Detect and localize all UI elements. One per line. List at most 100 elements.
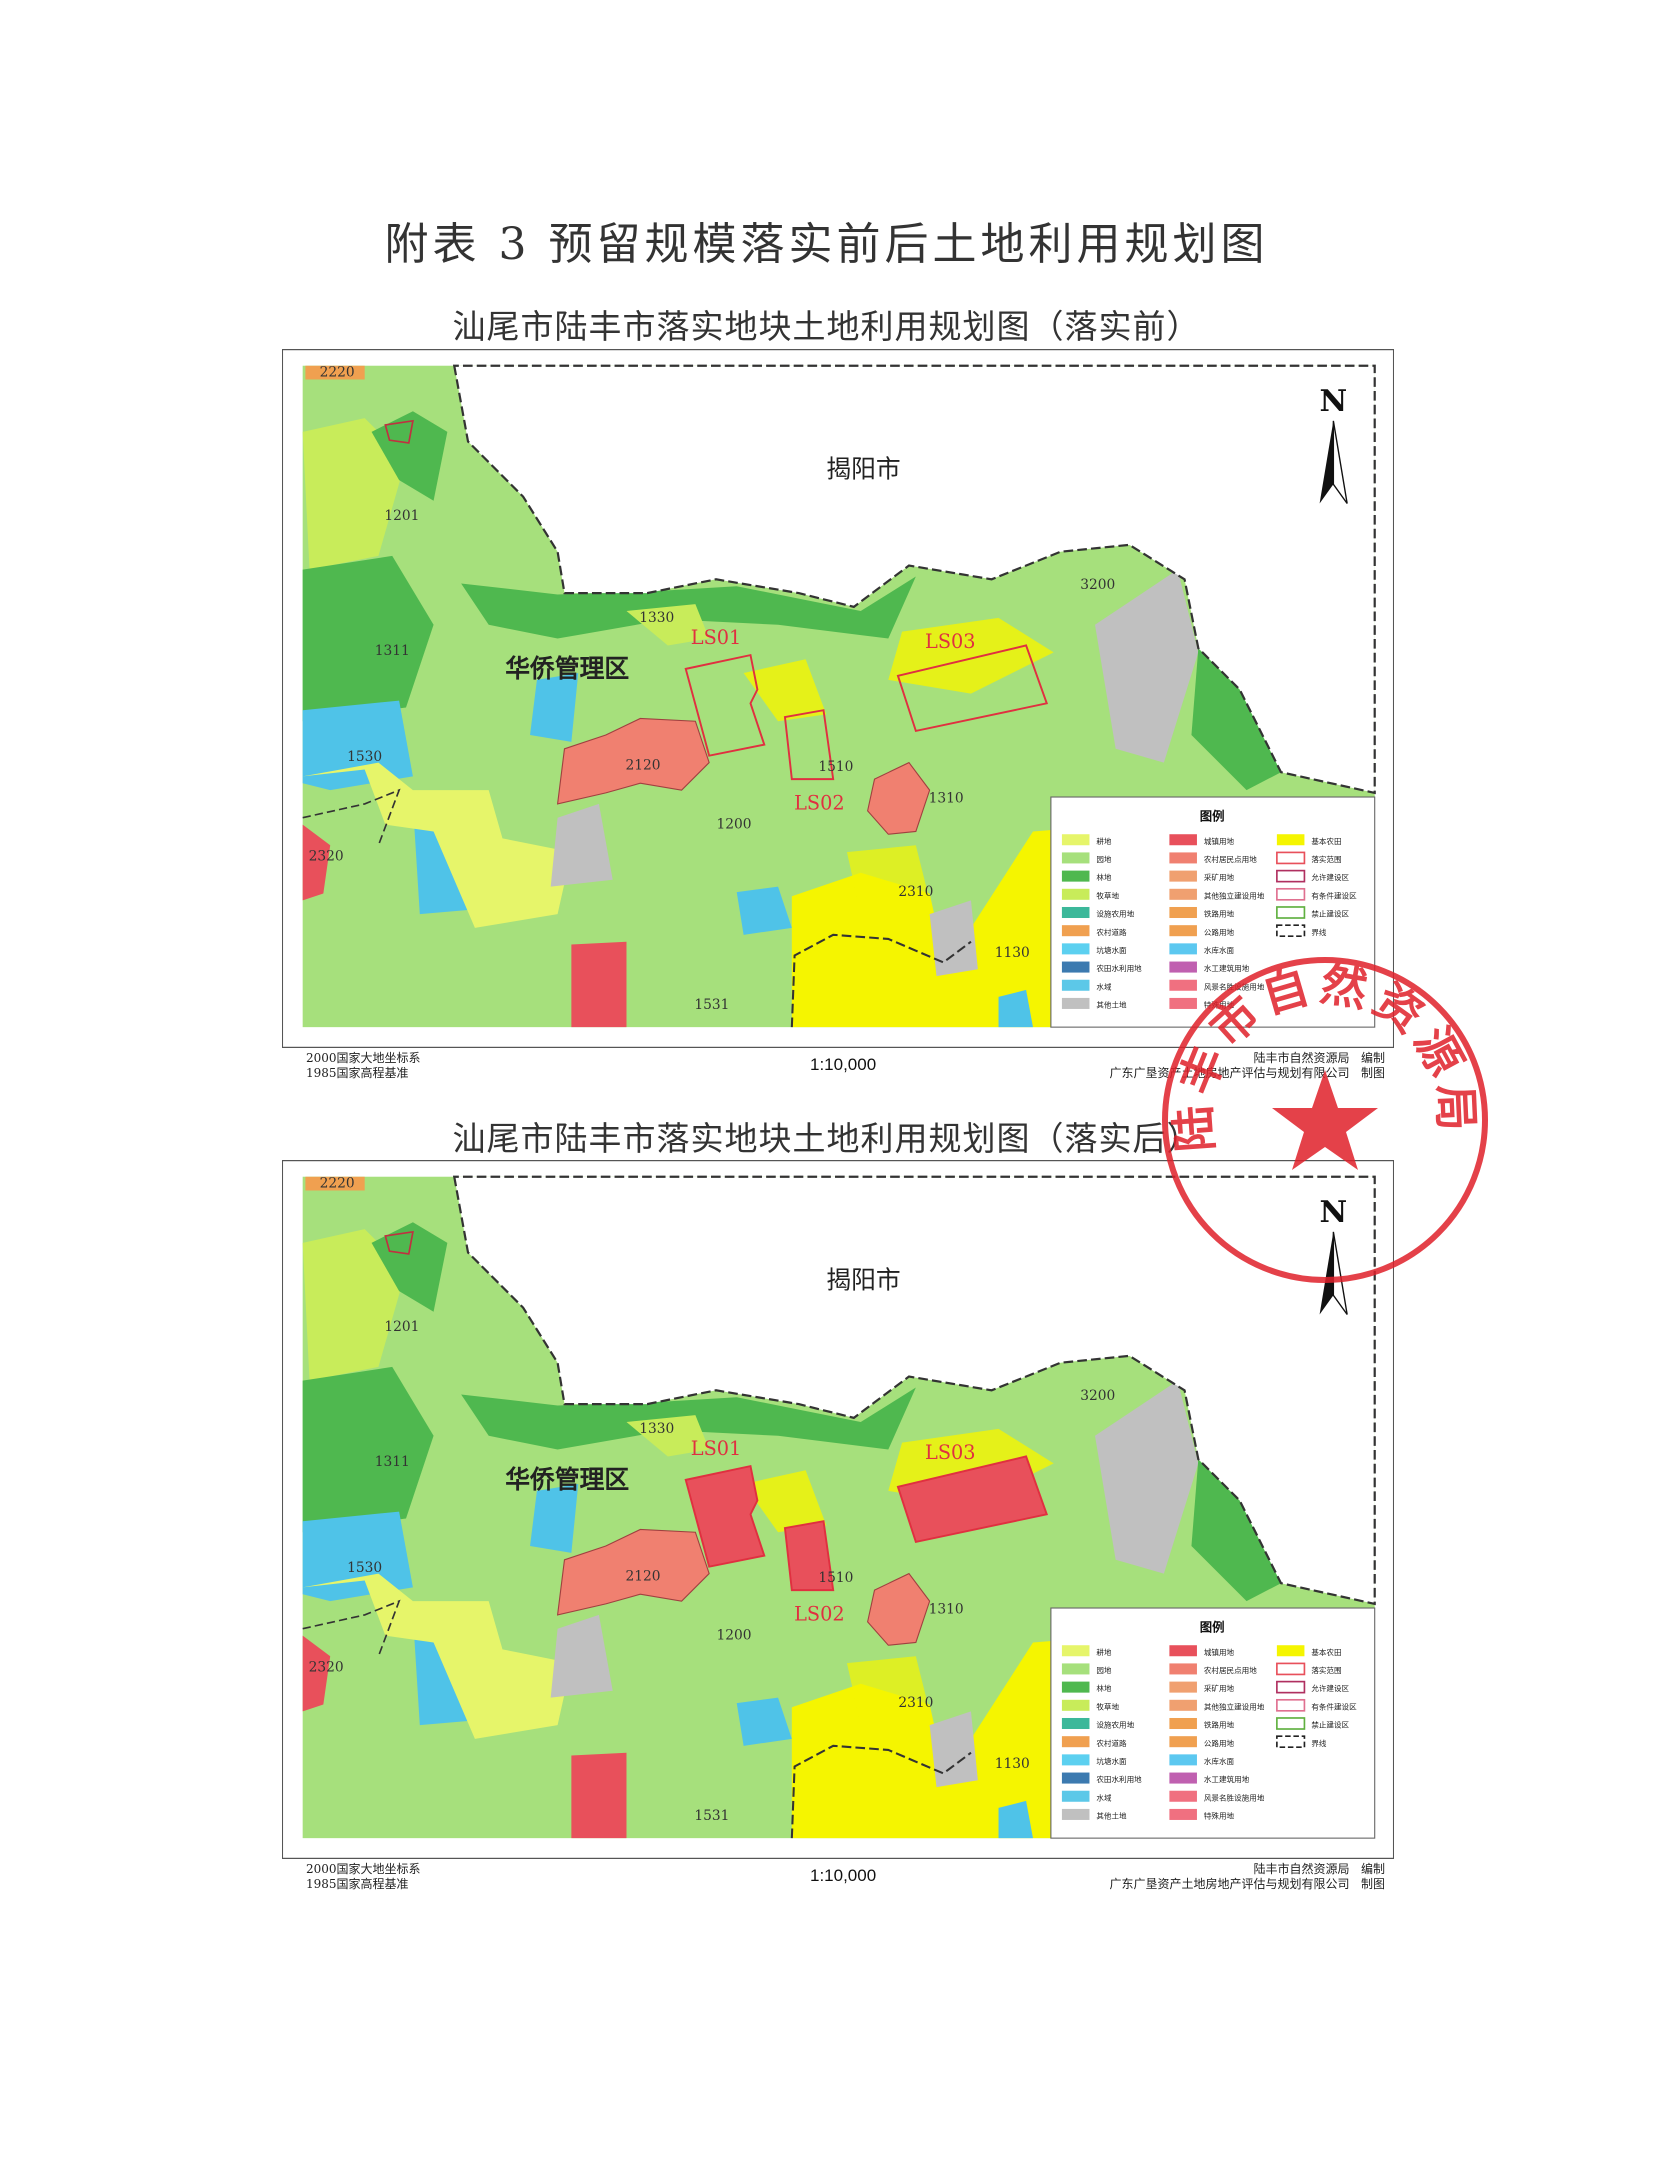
legend-swatch — [1169, 1645, 1197, 1657]
land-code-label: 1510 — [818, 759, 853, 775]
legend-item-label: 采矿用地 — [1204, 872, 1235, 882]
north-label: N — [1320, 1195, 1348, 1230]
plot-ls01[interactable] — [684, 1464, 766, 1568]
legend-swatch — [1061, 1736, 1090, 1748]
legend-item-label: 牧草地 — [1096, 1701, 1119, 1711]
legend-item-label: 其他土地 — [1096, 1000, 1127, 1010]
legend-item-label: 铁路用地 — [1204, 1720, 1235, 1730]
legend-swatch — [1061, 1754, 1090, 1766]
land-code-label: 1510 — [818, 1570, 853, 1586]
org2-role: 制图 — [1360, 1877, 1385, 1891]
legend-item-label: 禁止建设区 — [1311, 1720, 1349, 1730]
legend-item-label: 林地 — [1096, 1683, 1112, 1693]
legend-item-label: 允许建设区 — [1311, 1683, 1349, 1693]
legend-swatch — [1276, 834, 1305, 846]
scale-before: 1:10,000 — [810, 1055, 877, 1074]
legend-swatch — [1061, 888, 1090, 900]
land-code-label: 2320 — [309, 1659, 344, 1675]
legend-swatch — [1061, 852, 1090, 864]
legend-item-label: 坑塘水面 — [1096, 945, 1127, 955]
legend-swatch — [1061, 925, 1090, 937]
legend-item-label: 水工建筑用地 — [1204, 1774, 1250, 1784]
legend-item-label: 特殊用地 — [1204, 1811, 1235, 1821]
plot-ls02[interactable] — [783, 709, 835, 781]
legend-swatch — [1061, 1790, 1090, 1802]
legend-title: 图例 — [1200, 808, 1225, 823]
org1: 陆丰市自然资源局 — [1253, 1862, 1350, 1876]
legend-swatch — [1061, 943, 1090, 955]
legend-swatch — [1169, 852, 1197, 864]
land-code-label: 1201 — [384, 1319, 419, 1335]
land-code-label: 2120 — [625, 1568, 660, 1584]
official-seal: 陆丰市自然资源局 — [1162, 956, 1488, 1283]
legend-swatch — [1169, 943, 1197, 955]
land-code-label: 1311 — [375, 1454, 410, 1470]
map-notes-before: 2000国家大地坐标系 1985国家高程基准 — [306, 1051, 421, 1081]
legend-swatch — [1169, 1790, 1197, 1802]
legend-item-label: 坑塘水面 — [1096, 1756, 1127, 1766]
legend-item-label: 设施农用地 — [1096, 1720, 1134, 1730]
legend-item-label: 特殊用地 — [1204, 1000, 1235, 1010]
forest-area — [302, 1366, 434, 1533]
legend-swatch — [1061, 961, 1090, 973]
plot-ls03[interactable] — [896, 644, 1049, 733]
legend-item-label: 公路用地 — [1204, 1738, 1235, 1748]
legend-swatch — [1061, 1717, 1090, 1730]
forest-area — [302, 555, 434, 722]
legend-item-label: 牧草地 — [1096, 890, 1119, 900]
plot-ls02[interactable] — [783, 1520, 835, 1592]
legend-item-label: 设施农用地 — [1096, 909, 1134, 919]
legend-swatch — [1276, 887, 1306, 901]
legend-item-label: 基本农田 — [1311, 836, 1341, 846]
legend-swatch — [1169, 834, 1197, 846]
legend-item-label: 公路用地 — [1204, 927, 1235, 937]
town-2120 — [556, 717, 710, 805]
map-title-after: 汕尾市陆丰市落实地块土地利用规划图（落实后） — [452, 1119, 1201, 1158]
boundary-line — [790, 933, 972, 1028]
legend-swatch — [1276, 1735, 1306, 1749]
district-label: 华侨管理区 — [505, 654, 629, 683]
water-area — [302, 1511, 413, 1602]
legend-item-label: 农村居民点用地 — [1204, 1665, 1257, 1675]
legend-swatch — [1276, 1662, 1306, 1676]
legend-swatch — [1061, 1772, 1090, 1784]
legend-swatch — [1061, 1645, 1090, 1657]
land-code-label: 1200 — [716, 817, 751, 833]
plot-label-ls03: LS03 — [925, 1441, 976, 1464]
legend-swatch — [1169, 979, 1197, 991]
height-datum: 1985国家高程基准 — [306, 1066, 409, 1080]
land-code-label: 1310 — [929, 791, 964, 807]
legend-item-label: 水库水面 — [1204, 1756, 1235, 1766]
boundary-line — [790, 1744, 972, 1839]
neighbor-city-label: 揭阳市 — [826, 1265, 900, 1294]
plot-ls03[interactable] — [896, 1455, 1049, 1544]
land-code-label: 3200 — [1080, 1388, 1115, 1404]
land-code-label: 1531 — [694, 1808, 729, 1824]
legend-item-label: 农村道路 — [1096, 927, 1127, 937]
plot-ls01[interactable] — [684, 653, 766, 757]
legend-item-label: 城镇用地 — [1204, 836, 1235, 846]
land-code-label: 1310 — [929, 1602, 964, 1618]
plot-label-ls01: LS01 — [691, 626, 742, 649]
legend-swatch — [1061, 870, 1090, 882]
land-code-label: 1531 — [694, 997, 729, 1013]
legend-swatch — [1169, 888, 1197, 900]
org1-role: 编制 — [1360, 1051, 1385, 1065]
land-code-label: 2310 — [898, 884, 933, 900]
legend-swatch — [1169, 1663, 1197, 1675]
legend-swatch — [1061, 997, 1090, 1009]
legend-swatch — [1276, 1698, 1306, 1712]
scale-after: 1:10,000 — [810, 1866, 877, 1885]
land-code-label: 1311 — [375, 643, 410, 659]
town-2120 — [556, 1528, 710, 1616]
legend-item-label: 耕地 — [1096, 836, 1112, 846]
land-code-label: 1200 — [716, 1628, 751, 1644]
legend-item-label: 采矿用地 — [1204, 1683, 1235, 1693]
legend-swatch — [1169, 1681, 1197, 1693]
legend-swatch — [1276, 869, 1306, 883]
legend-swatch — [1061, 1699, 1090, 1711]
district-label: 华侨管理区 — [505, 1465, 629, 1494]
legend-swatch — [1169, 925, 1197, 937]
legend-item-label: 城镇用地 — [1204, 1647, 1235, 1657]
land-code-label: 1130 — [995, 1756, 1030, 1772]
